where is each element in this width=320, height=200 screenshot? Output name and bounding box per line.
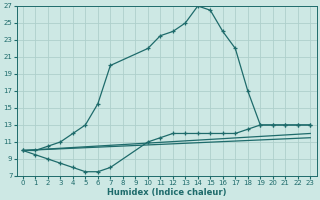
X-axis label: Humidex (Indice chaleur): Humidex (Indice chaleur) bbox=[107, 188, 226, 197]
